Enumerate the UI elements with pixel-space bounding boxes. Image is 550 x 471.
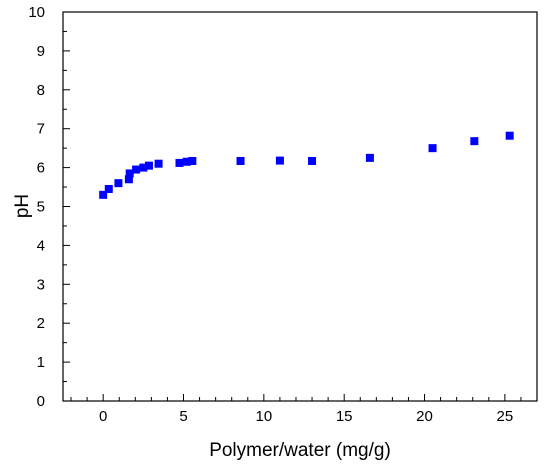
data-point (154, 159, 163, 168)
y-tick-label: 8 (37, 82, 45, 99)
x-tick-label: 10 (256, 408, 273, 425)
plot-frame (62, 11, 538, 402)
y-tick-label: 3 (37, 276, 45, 293)
data-point (99, 190, 108, 199)
x-axis: 0 5 10 15 20 25 (70, 394, 522, 425)
data-point (470, 137, 479, 146)
y-tick-label: 1 (37, 354, 45, 371)
x-tick-label: 20 (416, 408, 433, 425)
y-axis: 0 1 2 3 4 5 6 7 8 9 10 (28, 4, 70, 410)
data-point (188, 156, 197, 165)
y-tick-label: 10 (28, 4, 45, 21)
data-point (182, 157, 191, 166)
data-point (175, 158, 184, 167)
data-point (124, 175, 133, 184)
data-point (114, 179, 123, 188)
data-point (505, 131, 514, 140)
y-axis-title: pH (12, 194, 33, 218)
data-point (275, 156, 284, 165)
x-tick-label: 25 (497, 408, 514, 425)
data-series (99, 131, 514, 199)
data-point (365, 153, 374, 162)
x-tick-label: 0 (99, 408, 107, 425)
y-tick-label: 7 (37, 121, 45, 138)
data-point (144, 161, 153, 170)
data-point (125, 169, 134, 178)
data-point (428, 144, 437, 153)
data-point (104, 184, 113, 193)
data-point (308, 156, 317, 165)
y-tick-label: 4 (37, 237, 45, 254)
y-tick-label: 6 (37, 160, 45, 177)
y-tick-label: 5 (37, 199, 45, 216)
y-tick-label: 9 (37, 43, 45, 60)
x-tick-label: 15 (336, 408, 353, 425)
data-point (139, 163, 148, 172)
data-point (132, 165, 141, 174)
x-axis-title: Polymer/water (mg/g) (209, 440, 391, 461)
data-point (236, 156, 245, 165)
x-tick-label: 5 (179, 408, 187, 425)
y-tick-label: 0 (37, 393, 45, 410)
y-tick-label: 2 (37, 315, 45, 332)
